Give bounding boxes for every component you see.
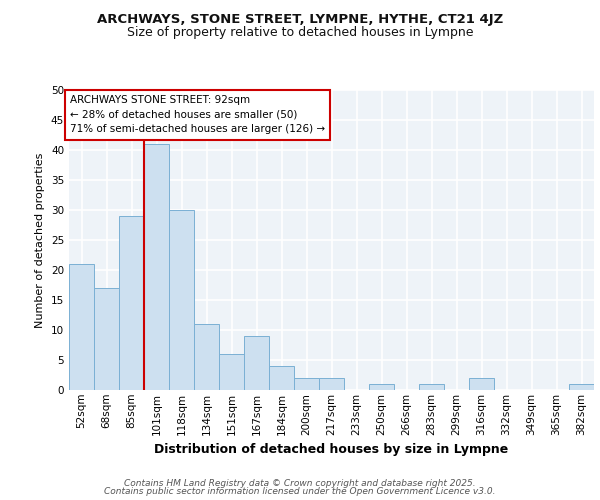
Bar: [294, 378, 319, 390]
Text: Contains public sector information licensed under the Open Government Licence v3: Contains public sector information licen…: [104, 487, 496, 496]
Text: Size of property relative to detached houses in Lympne: Size of property relative to detached ho…: [127, 26, 473, 39]
Text: ARCHWAYS, STONE STREET, LYMPNE, HYTHE, CT21 4JZ: ARCHWAYS, STONE STREET, LYMPNE, HYTHE, C…: [97, 12, 503, 26]
Bar: [194, 324, 219, 390]
X-axis label: Distribution of detached houses by size in Lympne: Distribution of detached houses by size …: [154, 443, 509, 456]
Bar: [144, 144, 169, 390]
Bar: [219, 354, 244, 390]
Bar: [169, 210, 194, 390]
Bar: [119, 216, 144, 390]
Bar: [319, 378, 344, 390]
Bar: [569, 384, 594, 390]
Text: Contains HM Land Registry data © Crown copyright and database right 2025.: Contains HM Land Registry data © Crown c…: [124, 478, 476, 488]
Bar: [269, 366, 294, 390]
Bar: [94, 288, 119, 390]
Bar: [469, 378, 494, 390]
Bar: [419, 384, 444, 390]
Y-axis label: Number of detached properties: Number of detached properties: [35, 152, 46, 328]
Bar: [369, 384, 394, 390]
Text: ARCHWAYS STONE STREET: 92sqm
← 28% of detached houses are smaller (50)
71% of se: ARCHWAYS STONE STREET: 92sqm ← 28% of de…: [70, 95, 325, 134]
Bar: [69, 264, 94, 390]
Bar: [244, 336, 269, 390]
